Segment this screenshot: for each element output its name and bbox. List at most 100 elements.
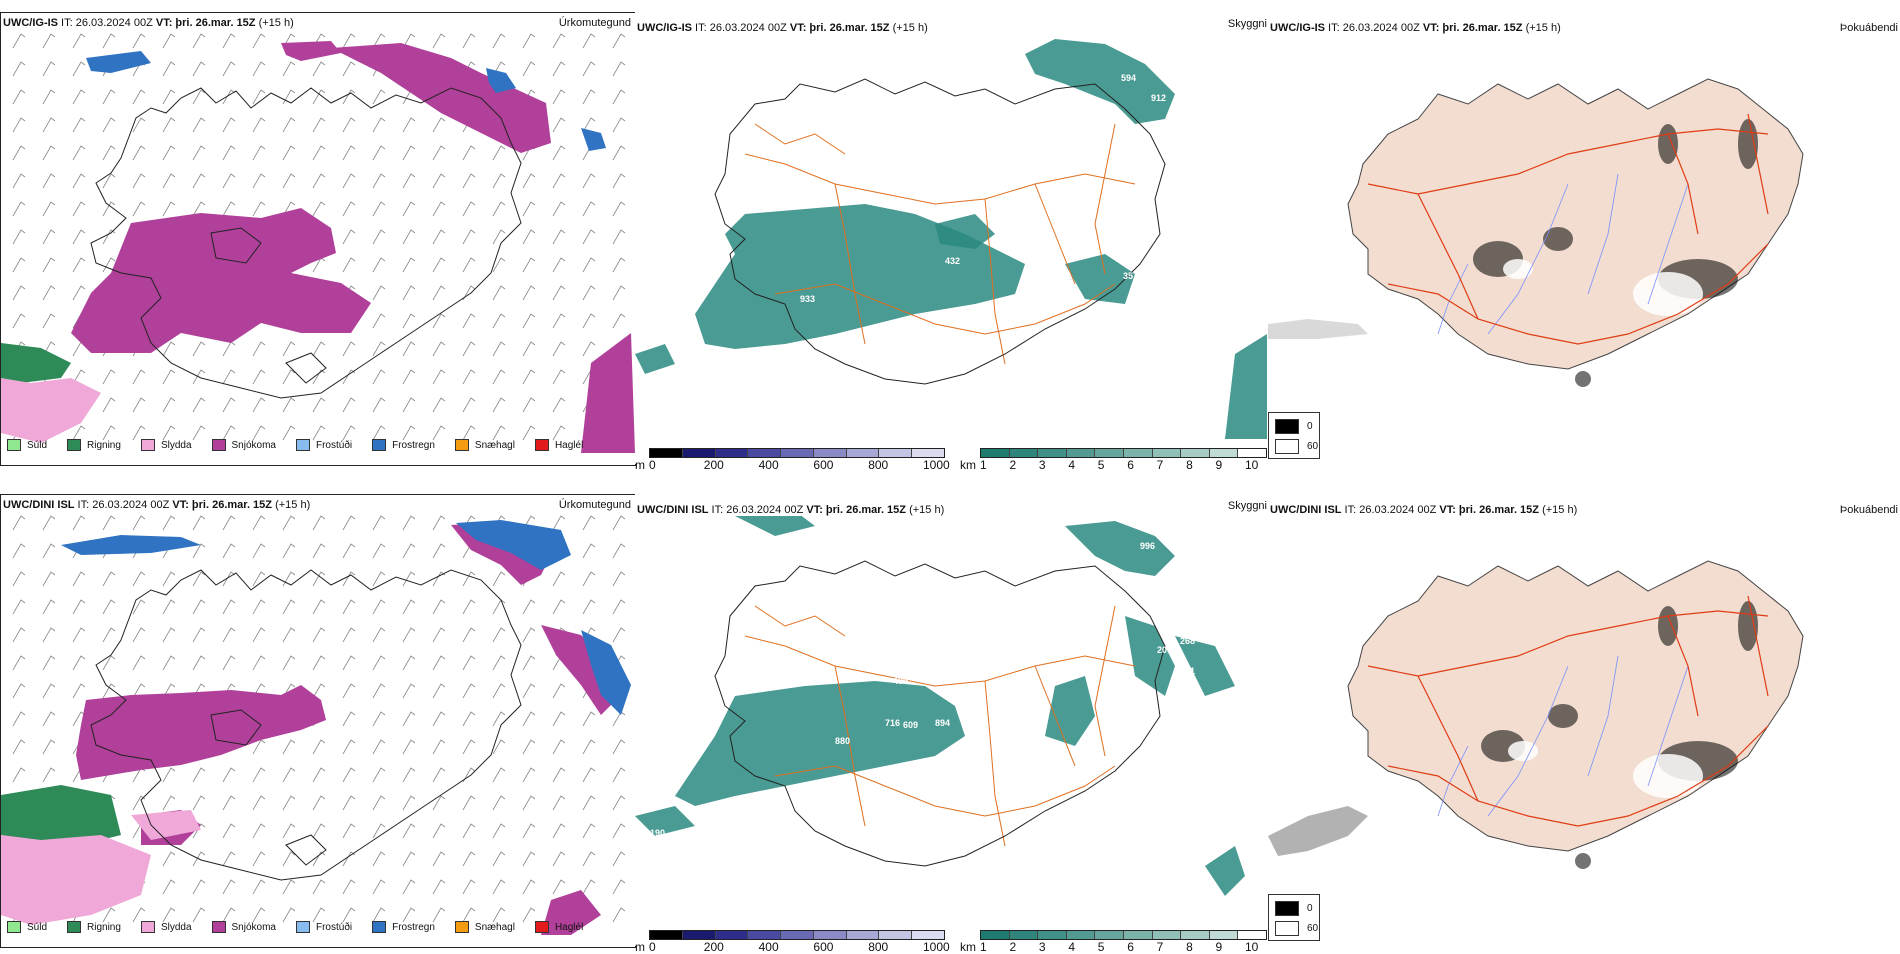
wind-barb — [192, 571, 206, 587]
precip-areas — [1, 520, 631, 935]
colorbar-segment — [1238, 449, 1266, 457]
colorbar-segment — [1209, 449, 1239, 457]
sleet-area-southwest — [1, 378, 101, 443]
wind-barb — [252, 341, 266, 357]
legend-item: Rigning — [61, 439, 121, 451]
wind-barb — [12, 655, 26, 671]
wind-barb — [72, 599, 86, 615]
wind-barb — [222, 117, 236, 133]
wind-barb — [312, 515, 326, 531]
legend-item: Snjókoma — [206, 921, 276, 933]
legend-swatch — [454, 921, 469, 933]
wind-barb — [612, 515, 626, 531]
visibility-value: 263 — [940, 876, 955, 886]
wind-barb — [612, 313, 626, 329]
precip-legend: Súld Rigning Slydda Snjókoma Frostúði Frostre… — [1, 439, 597, 451]
colorbar-tick: 400 — [758, 940, 779, 954]
wind-barb — [372, 823, 386, 839]
wind-barb — [372, 425, 386, 441]
frz-rain-area-east — [581, 128, 606, 151]
wind-barb — [552, 145, 566, 161]
wind-barb — [372, 907, 386, 923]
wind-barb — [582, 571, 596, 587]
wind-barb — [162, 683, 176, 699]
legend-label: Frostregn — [392, 439, 435, 451]
legend-label: Rigning — [87, 921, 121, 933]
colorbar-segment — [1038, 449, 1067, 457]
wind-barb — [342, 257, 356, 273]
wind-barb — [552, 599, 566, 615]
colorbar-tick: 400 — [758, 458, 779, 472]
vis-low-areas — [635, 39, 1267, 439]
wind-barb — [342, 515, 356, 531]
wind-barb — [312, 341, 326, 357]
wind-barb — [582, 201, 596, 217]
wind-barb — [402, 711, 416, 727]
wind-barb — [522, 285, 536, 301]
visibility-value: 996 — [1140, 541, 1155, 551]
wind-barb — [522, 341, 536, 357]
wind-barb — [432, 229, 446, 245]
wind-barb — [192, 61, 206, 77]
frz-rain-area-northeast — [486, 68, 516, 93]
wind-barb — [402, 257, 416, 273]
wind-barb — [582, 879, 596, 895]
colorbar-segment — [1152, 449, 1182, 457]
wind-barb — [402, 571, 416, 587]
wind-barb — [492, 285, 506, 301]
wind-barb — [222, 655, 236, 671]
wind-barb — [372, 627, 386, 643]
wind-barb — [462, 683, 476, 699]
wind-barb — [132, 33, 146, 49]
colorbar-segment — [846, 449, 880, 457]
wind-barb — [372, 599, 386, 615]
fog-rivers — [1437, 173, 1689, 335]
wind-barb — [612, 907, 626, 923]
wind-barb — [462, 851, 476, 867]
colorbar-segment — [682, 449, 716, 457]
panel-name: Úrkomutegund — [558, 17, 631, 29]
wind-barb — [342, 599, 356, 615]
wind-barb — [132, 397, 146, 413]
wind-barb — [372, 257, 386, 273]
wind-barb — [462, 313, 476, 329]
panel-name: Þokuábendi — [1839, 504, 1898, 516]
colorbar-tick: 7 — [1156, 458, 1164, 472]
fog-legend: 0 60 — [1268, 412, 1320, 459]
wind-barb — [12, 257, 26, 273]
wind-barb — [192, 145, 206, 161]
colorbar-tick: 3 — [1038, 458, 1046, 472]
wind-barb — [372, 229, 386, 245]
colorbar-segment — [813, 931, 847, 939]
wind-barb — [72, 571, 86, 587]
wind-barb — [582, 61, 596, 77]
frz-rain-area-north — [61, 535, 201, 555]
wind-barb — [222, 599, 236, 615]
wind-barb — [162, 767, 176, 783]
wind-barb — [132, 627, 146, 643]
wind-barb — [102, 173, 116, 189]
wind-barb — [582, 33, 596, 49]
visibility-value: 597 — [747, 359, 762, 369]
wind-barb — [522, 683, 536, 699]
wind-barb — [342, 655, 356, 671]
wind-barb — [492, 257, 506, 273]
colorbar-segment — [748, 931, 782, 939]
wind-barb — [252, 61, 266, 77]
wind-barb — [282, 341, 296, 357]
wind-barb — [492, 823, 506, 839]
colorbar-segment — [650, 931, 683, 939]
wind-barb — [282, 117, 296, 133]
wind-barb — [102, 599, 116, 615]
wind-barb — [432, 599, 446, 615]
legend-item: Frostúði — [290, 921, 352, 933]
legend-item: Súld — [1, 921, 47, 933]
wind-barb — [252, 425, 266, 441]
fog-legend-label: 0 — [1307, 421, 1313, 432]
wind-barb — [282, 823, 296, 839]
colorbar-segment — [1038, 931, 1067, 939]
precip-type-panel-igis: UWC/IG-IS IT: 26.03.2024 00Z VT: þri. 26… — [0, 12, 636, 466]
